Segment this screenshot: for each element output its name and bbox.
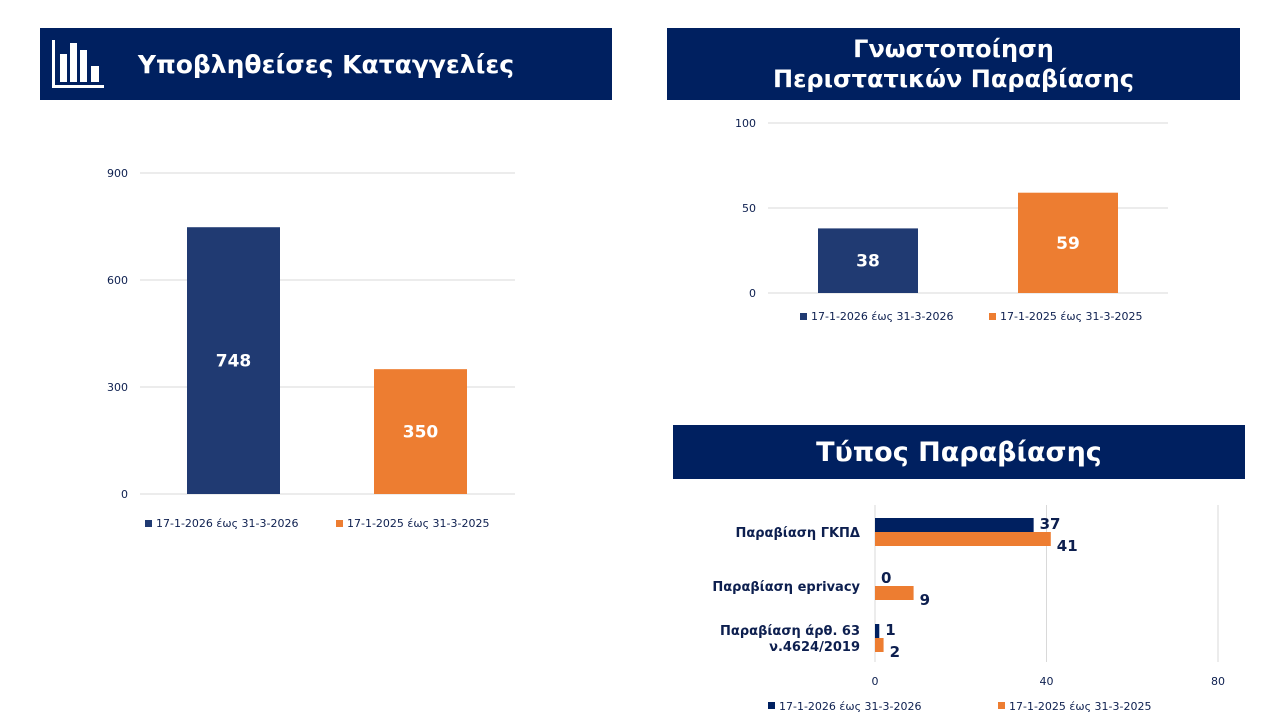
bar xyxy=(1018,192,1118,293)
legend-swatch xyxy=(145,520,152,527)
legend-label: 17-1-2026 έως 31-3-2026 xyxy=(156,517,298,530)
bar xyxy=(374,369,467,494)
legend-swatch xyxy=(998,702,1005,709)
bar-value-label: 350 xyxy=(403,423,439,443)
bar-value-label: 1 xyxy=(885,621,895,639)
y-tick-label: 600 xyxy=(107,274,128,287)
notification-banner: Γνωστοποίηση Περιστατικών Παραβίασης xyxy=(667,28,1240,100)
breach-type-banner: Τύπος Παραβίασης xyxy=(673,425,1245,479)
legend-label: 17-1-2025 έως 31-3-2025 xyxy=(1009,700,1151,713)
complaints-title: Υποβληθείσες Καταγγελίες xyxy=(137,49,515,79)
bar-value-label: 59 xyxy=(1056,234,1080,254)
bar xyxy=(875,624,880,638)
legend-swatch xyxy=(768,702,775,709)
complaints-banner: Υποβληθείσες Καταγγελίες xyxy=(40,28,612,100)
bar xyxy=(875,518,1034,532)
x-tick-label: 0 xyxy=(872,675,879,688)
bar-value-label: 0 xyxy=(881,569,891,587)
category-label: ν.4624/2019 xyxy=(769,640,860,655)
legend-label: 17-1-2026 έως 31-3-2026 xyxy=(779,700,921,713)
category-label: Παραβίαση eprivacy xyxy=(712,580,860,595)
x-tick-label: 40 xyxy=(1040,675,1054,688)
legend-swatch xyxy=(336,520,343,527)
bar xyxy=(875,586,914,600)
x-tick-label: 80 xyxy=(1211,675,1225,688)
bar xyxy=(875,638,884,652)
bar xyxy=(875,532,1051,546)
category-label: Παραβίαση άρθ. 63 xyxy=(720,624,860,639)
y-tick-label: 100 xyxy=(735,117,756,130)
bar-value-label: 9 xyxy=(920,591,930,609)
bar-value-label: 2 xyxy=(890,643,900,661)
bar-chart-icon xyxy=(52,40,104,88)
y-tick-label: 900 xyxy=(107,167,128,180)
bar-value-label: 41 xyxy=(1057,537,1078,555)
y-tick-label: 50 xyxy=(742,202,756,215)
legend-swatch xyxy=(800,313,807,320)
bar-value-label: 748 xyxy=(216,352,252,372)
legend-label: 17-1-2026 έως 31-3-2026 xyxy=(811,310,953,323)
y-tick-label: 0 xyxy=(749,287,756,300)
bar-value-label: 37 xyxy=(1040,515,1061,533)
bar xyxy=(818,228,918,293)
category-label: Παραβίαση ΓΚΠΔ xyxy=(735,526,860,541)
y-tick-label: 0 xyxy=(121,488,128,501)
notification-title-line1: Γνωστοποίηση xyxy=(853,35,1054,63)
breach-type-title: Τύπος Παραβίασης xyxy=(816,436,1102,468)
legend-swatch xyxy=(989,313,996,320)
legend-label: 17-1-2025 έως 31-3-2025 xyxy=(347,517,489,530)
legend-label: 17-1-2025 έως 31-3-2025 xyxy=(1000,310,1142,323)
notification-title-line2: Περιστατικών Παραβίασης xyxy=(772,65,1135,93)
bar-value-label: 38 xyxy=(856,252,880,272)
y-tick-label: 300 xyxy=(107,381,128,394)
bar xyxy=(187,227,280,495)
